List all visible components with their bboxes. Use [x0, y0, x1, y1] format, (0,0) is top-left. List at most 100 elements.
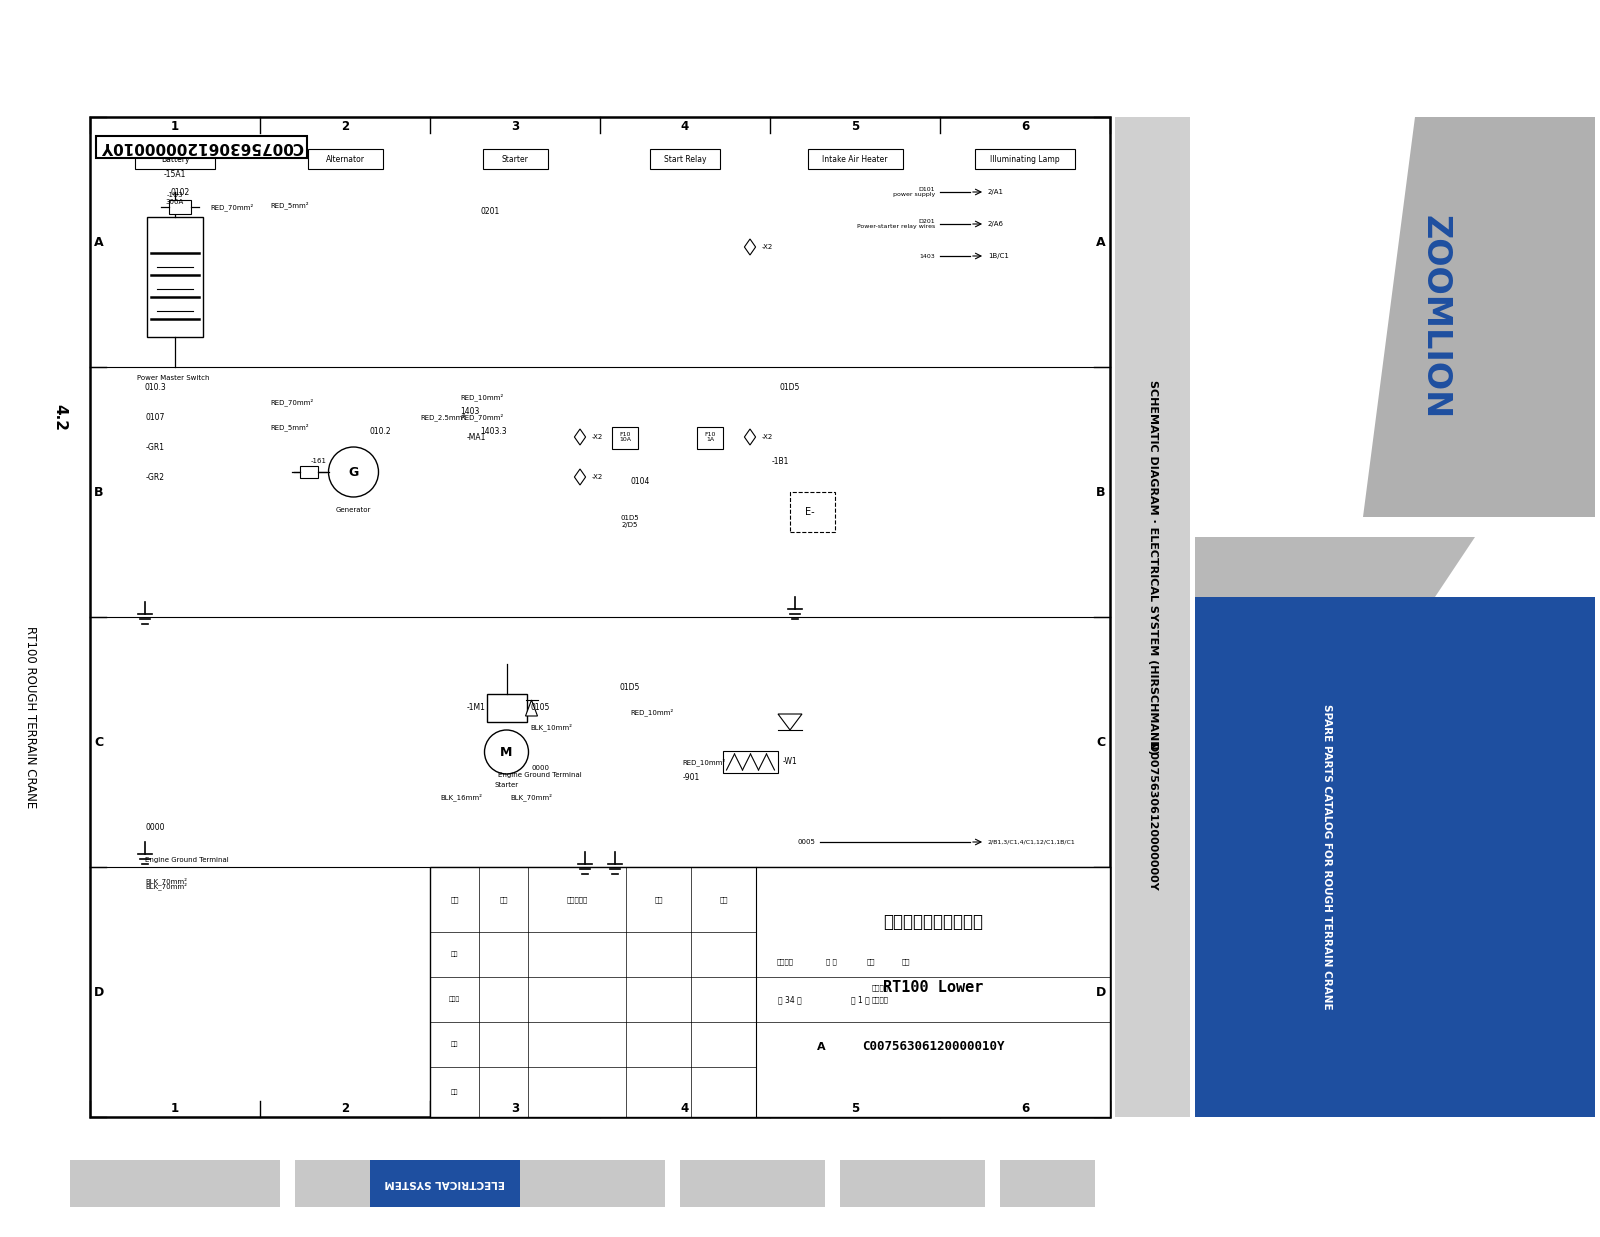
Text: B: B — [94, 485, 104, 499]
Text: -W1: -W1 — [782, 757, 797, 767]
Text: RED_10mm²: RED_10mm² — [683, 758, 726, 766]
Text: 4: 4 — [682, 120, 690, 132]
Text: ELECTRICAL SYSTEM: ELECTRICAL SYSTEM — [384, 1179, 506, 1189]
Text: Starter: Starter — [501, 155, 528, 163]
Text: RED_70mm²: RED_70mm² — [461, 413, 504, 421]
Text: F10
1A: F10 1A — [704, 432, 715, 443]
Text: D: D — [1096, 986, 1106, 998]
Text: -1M1: -1M1 — [467, 704, 485, 713]
Text: 0201: 0201 — [480, 208, 499, 216]
Text: 3: 3 — [510, 120, 518, 132]
Bar — [611, 427, 638, 449]
Bar — [974, 148, 1075, 169]
Text: 0000: 0000 — [146, 823, 165, 831]
Text: G: G — [349, 465, 358, 479]
Polygon shape — [1195, 537, 1475, 597]
Text: 0105: 0105 — [530, 703, 550, 711]
Bar — [147, 216, 203, 336]
Text: 1403.3: 1403.3 — [480, 428, 507, 437]
Text: 重量: 重量 — [867, 959, 875, 965]
Text: Start Relay: Start Relay — [664, 155, 706, 163]
Text: 01D5: 01D5 — [619, 683, 640, 691]
Text: Power Master Switch: Power Master Switch — [136, 375, 210, 381]
Bar — [1195, 597, 1595, 1117]
Text: BLK_16mm²: BLK_16mm² — [440, 793, 482, 800]
Text: 更改文件号: 更改文件号 — [566, 896, 587, 903]
Text: 1: 1 — [171, 120, 179, 132]
Text: B: B — [1096, 485, 1106, 499]
Text: 5: 5 — [851, 120, 859, 132]
Text: 签字: 签字 — [654, 896, 662, 903]
Bar — [294, 1160, 440, 1207]
Text: 批准: 批准 — [451, 1090, 458, 1095]
Bar — [698, 427, 723, 449]
Text: RED_5mm²: RED_5mm² — [270, 423, 309, 430]
Text: BLK_70mm²: BLK_70mm² — [510, 793, 552, 800]
Text: F10
10A: F10 10A — [619, 432, 630, 443]
Text: 010.3: 010.3 — [144, 382, 166, 391]
Text: BLK_70mm²: BLK_70mm² — [146, 882, 187, 889]
Bar — [840, 1160, 986, 1207]
Text: RED_70mm²: RED_70mm² — [210, 203, 253, 210]
Text: 图纸名称: 图纸名称 — [872, 985, 888, 991]
Text: 5: 5 — [851, 1101, 859, 1115]
Text: 1403: 1403 — [461, 407, 480, 417]
Text: D: D — [94, 986, 104, 998]
Text: 设计: 设计 — [450, 896, 459, 903]
Text: -X2: -X2 — [762, 244, 773, 250]
Bar — [370, 1160, 520, 1207]
Text: RED_10mm²: RED_10mm² — [461, 393, 504, 401]
Text: BLK_70mm²: BLK_70mm² — [146, 877, 187, 884]
Text: 图 纸: 图 纸 — [826, 959, 837, 965]
Text: 0000
Engine Ground Terminal: 0000 Engine Ground Terminal — [498, 766, 582, 778]
Bar — [1115, 118, 1190, 1117]
Text: 2/A1: 2/A1 — [989, 189, 1005, 195]
Bar — [723, 751, 778, 773]
Bar — [790, 492, 835, 532]
Bar — [650, 148, 720, 169]
Text: SCHEMATIC DIAGRAM · ELECTRICAL SYSTEM (HIRSCHMANN): SCHEMATIC DIAGRAM · ELECTRICAL SYSTEM (H… — [1147, 380, 1157, 755]
Text: 6: 6 — [1021, 120, 1029, 132]
Text: 6: 6 — [1021, 1101, 1029, 1115]
Text: 描述: 描述 — [499, 896, 507, 903]
Text: 010.2: 010.2 — [370, 428, 390, 437]
Text: C00756306120000010Y: C00756306120000010Y — [862, 1040, 1005, 1054]
Text: 共 34 页: 共 34 页 — [778, 995, 802, 1004]
Bar — [486, 694, 526, 722]
Text: C: C — [94, 736, 104, 748]
Text: 0104: 0104 — [630, 477, 650, 486]
Text: 签字: 签字 — [451, 951, 458, 957]
Text: C00756306120000010Y: C00756306120000010Y — [99, 140, 302, 155]
Text: 图纸编号: 图纸编号 — [872, 996, 888, 1003]
Text: D201
Power-starter relay wires: D201 Power-starter relay wires — [856, 219, 934, 229]
Text: D00756306120000000Y: D00756306120000000Y — [1147, 743, 1157, 891]
Text: 第 1 页: 第 1 页 — [851, 995, 870, 1004]
Text: BLK_10mm²: BLK_10mm² — [530, 724, 573, 731]
Text: RT100 Lower: RT100 Lower — [883, 980, 984, 995]
Bar — [134, 148, 214, 169]
Text: 比数: 比数 — [901, 959, 910, 965]
Text: Starter: Starter — [494, 782, 518, 788]
Text: -1U3
300A: -1U3 300A — [166, 192, 184, 205]
Text: RED_2.5mm²: RED_2.5mm² — [419, 413, 466, 421]
Text: A: A — [1096, 235, 1106, 249]
Text: Battery: Battery — [160, 155, 189, 163]
Polygon shape — [1363, 118, 1595, 517]
Text: 工艺: 工艺 — [451, 1042, 458, 1048]
Bar — [430, 867, 1110, 1117]
Bar — [1195, 118, 1595, 1117]
Text: -161: -161 — [310, 458, 326, 464]
Text: Illuminating Lamp: Illuminating Lamp — [990, 155, 1059, 163]
Text: 01D5: 01D5 — [779, 382, 800, 391]
Text: 4.2: 4.2 — [53, 403, 67, 430]
Text: -1B1: -1B1 — [771, 458, 789, 466]
Text: 1: 1 — [171, 1101, 179, 1115]
Text: 0005: 0005 — [797, 839, 814, 845]
Bar — [170, 200, 190, 214]
Text: 日期: 日期 — [720, 896, 728, 903]
Bar — [70, 1160, 280, 1207]
Text: SPARE PARTS CATALOG FOR ROUGH TERRAIN CRANE: SPARE PARTS CATALOG FOR ROUGH TERRAIN CR… — [1322, 704, 1331, 1009]
Text: 0102: 0102 — [170, 188, 190, 197]
Text: C: C — [1096, 736, 1106, 748]
Text: -GR1: -GR1 — [146, 443, 165, 452]
